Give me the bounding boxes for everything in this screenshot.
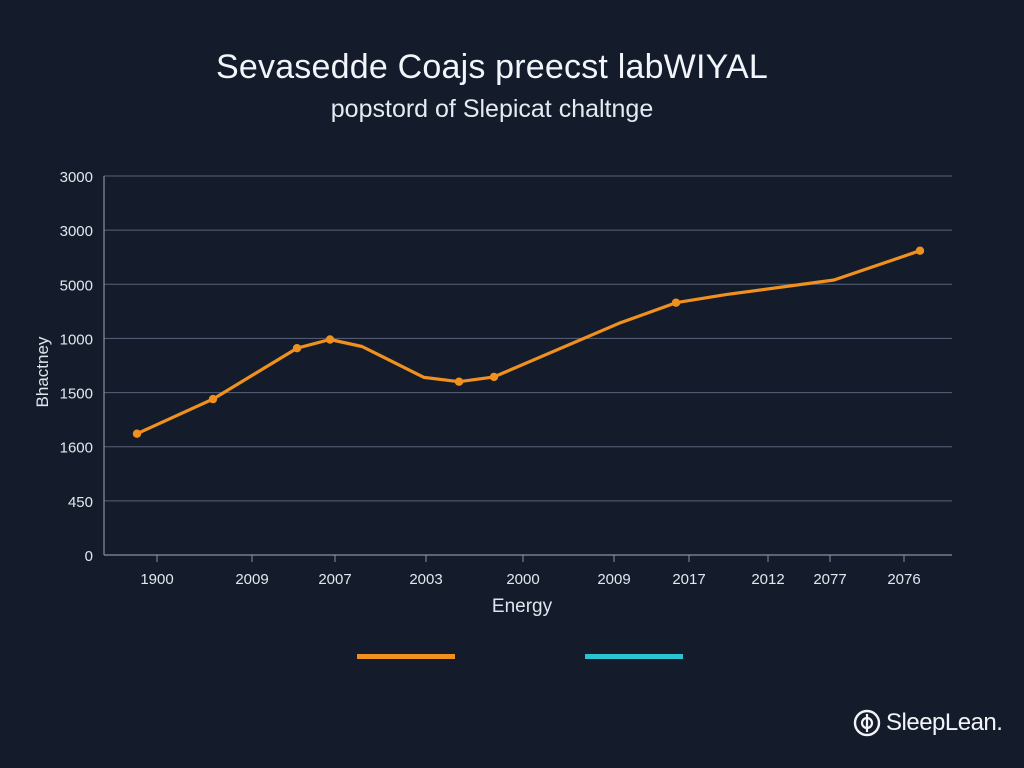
y-axis-label: Bhactney	[33, 336, 52, 407]
x-axis-label: Energy	[492, 596, 553, 617]
data-point	[489, 372, 499, 382]
legend-swatch	[585, 654, 683, 659]
y-tick-label: 450	[68, 494, 93, 511]
x-tick-label: 2017	[672, 571, 705, 588]
y-tick-label: 1000	[60, 331, 93, 348]
x-tick-label: 2009	[235, 571, 268, 588]
x-tick-label: 2000	[506, 571, 539, 588]
brand-logo: SleepLean.	[852, 708, 1003, 738]
y-tick-label: 0	[85, 548, 93, 565]
x-tick-label: 2076	[887, 571, 920, 588]
data-point	[292, 344, 302, 353]
data-point	[132, 429, 142, 438]
x-tick-label: 2012	[751, 571, 784, 588]
series-line	[135, 249, 922, 436]
y-tick-label: 3000	[60, 223, 93, 240]
x-tick-label: 2009	[597, 571, 630, 588]
y-tick-label: 1600	[60, 440, 93, 457]
data-point	[325, 335, 335, 344]
x-tick-label: 2077	[813, 571, 846, 588]
data-point	[454, 377, 464, 386]
data-point	[208, 394, 218, 404]
x-tick-label: 1900	[140, 571, 173, 588]
x-tick-label: 2007	[318, 571, 351, 588]
chart-title: Sevasedde Coajs preecst labWIYAL	[216, 48, 768, 86]
data-point	[915, 246, 925, 255]
x-tick-label: 2003	[409, 571, 442, 588]
sleeplean-logo-icon	[853, 709, 881, 737]
y-tick-label: 5000	[60, 277, 93, 294]
y-tick-label: 1500	[60, 386, 93, 403]
y-tick-label: 3000	[60, 169, 93, 186]
data-point	[671, 298, 681, 307]
chart-subtitle: popstord of Slepicat chaltnge	[330, 95, 654, 123]
brand-name: SleepLean.	[886, 709, 1003, 736]
legend-swatch	[357, 654, 455, 659]
